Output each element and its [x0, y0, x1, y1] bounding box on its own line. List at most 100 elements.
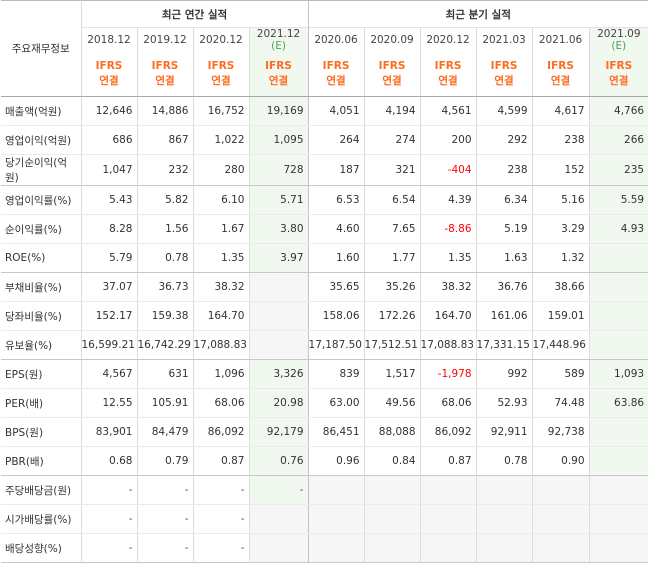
table-cell: [364, 475, 421, 505]
table-cell: 16,742.29: [137, 330, 194, 360]
table-cell: [249, 272, 309, 302]
ifrs-text: IFRS: [322, 60, 350, 72]
table-cell: 6.54: [364, 185, 421, 215]
table-cell: -: [137, 504, 194, 534]
table-cell: -: [193, 533, 250, 563]
table-cell: 4.39: [420, 185, 477, 215]
table-cell: 0.79: [137, 446, 194, 476]
period-label: 2021.12: [256, 28, 301, 40]
table-cell: 158.06: [308, 301, 365, 331]
table-cell: [589, 301, 648, 331]
row-label: 유보율(%): [1, 330, 82, 360]
table-cell: 0.76: [249, 446, 309, 476]
table-cell: 86,092: [193, 417, 250, 447]
table-cell: 17,187.50: [308, 330, 365, 360]
table-cell: 0.87: [193, 446, 250, 476]
table-cell: 4,194: [364, 96, 421, 126]
table-cell: 164.70: [420, 301, 477, 331]
table-cell: 35.26: [364, 272, 421, 302]
table-cell: 0.87: [420, 446, 477, 476]
table-row: 시가배당률(%) - - -: [1, 504, 648, 534]
table-cell: 68.06: [193, 388, 250, 418]
ifrs-consolidated-label: IFRS 연결: [364, 52, 421, 97]
table-cell: 1,517: [364, 359, 421, 389]
table-cell: -: [137, 533, 194, 563]
table-cell: 35.65: [308, 272, 365, 302]
table-cell: 164.70: [193, 301, 250, 331]
table-cell: 83,901: [81, 417, 138, 447]
row-label: PBR(배): [1, 446, 82, 476]
table-row: 영업이익(억원) 686 867 1,022 1,095 264 274 200 292 238 2…: [1, 125, 648, 155]
table-cell: -: [193, 504, 250, 534]
table-cell: 238: [476, 154, 533, 186]
table-cell: 0.96: [308, 446, 365, 476]
table-cell: [589, 417, 648, 447]
table-cell: 38.32: [193, 272, 250, 302]
table-row: EPS(원) 4,567 631 1,096 3,326 839 1,517 -1,978 99…: [1, 359, 648, 389]
table-cell: 3.97: [249, 243, 309, 273]
consolidated-text: 연결: [155, 75, 175, 87]
table-cell: [249, 330, 309, 360]
table-cell: 4,561: [420, 96, 477, 126]
table-cell: 0.78: [137, 243, 194, 273]
table-cell: 321: [364, 154, 421, 186]
table-cell: -: [249, 475, 309, 505]
annual-results-header: 최근 연간 실적: [81, 0, 309, 28]
table-cell: 266: [589, 125, 648, 155]
table-cell: 6.34: [476, 185, 533, 215]
table-cell: 5.59: [589, 185, 648, 215]
row-label: 시가배당률(%): [1, 504, 82, 534]
period-header: 2019.12: [137, 27, 194, 52]
ifrs-consolidated-label: IFRS 연결: [249, 52, 309, 97]
table-cell: 1.35: [193, 243, 250, 273]
period-header: 2021.09 (E): [589, 27, 648, 52]
period-label: 2020.12: [426, 34, 470, 46]
table-cell: 38.32: [420, 272, 477, 302]
period-label: 2018.12: [87, 34, 131, 46]
table-cell: 52.93: [476, 388, 533, 418]
table-cell: 36.76: [476, 272, 533, 302]
period-label: 2021.03: [482, 34, 526, 46]
table-cell: 7.65: [364, 214, 421, 244]
table-cell: [420, 533, 477, 563]
table-cell: 686: [81, 125, 138, 155]
ifrs-text: IFRS: [434, 60, 462, 72]
period-label: 2020.09: [370, 34, 414, 46]
table-cell: 1.77: [364, 243, 421, 273]
table-cell: 1.56: [137, 214, 194, 244]
table-cell: -: [193, 475, 250, 505]
table-row: 부채비율(%) 37.07 36.73 38.32 35.65 35.26 38.32 36.…: [1, 272, 648, 302]
table-row: 순이익률(%) 8.28 1.56 1.67 3.80 4.60 7.65 -8.86 5.19…: [1, 214, 648, 244]
table-cell: 84,479: [137, 417, 194, 447]
table-cell: 5.71: [249, 185, 309, 215]
table-cell: 49.56: [364, 388, 421, 418]
table-cell: [532, 504, 590, 534]
ifrs-text: IFRS: [151, 60, 179, 72]
consolidated-text: 연결: [494, 75, 514, 87]
ifrs-text: IFRS: [95, 60, 123, 72]
table-cell: -: [81, 475, 138, 505]
table-cell: [249, 301, 309, 331]
table-cell: 38.66: [532, 272, 590, 302]
table-cell: 3.80: [249, 214, 309, 244]
table-cell: 839: [308, 359, 365, 389]
table-cell: 172.26: [364, 301, 421, 331]
table-cell: 264: [308, 125, 365, 155]
row-label: 매출액(억원): [1, 96, 82, 126]
period-header: 2021.12 (E): [249, 27, 309, 52]
table-cell: 631: [137, 359, 194, 389]
table-cell: 37.07: [81, 272, 138, 302]
row-label: 배당성향(%): [1, 533, 82, 563]
table-row: PER(배) 12.55 105.91 68.06 20.98 63.00 49.56 68.…: [1, 388, 648, 418]
ifrs-consolidated-label: IFRS 연결: [308, 52, 365, 97]
ifrs-text: IFRS: [265, 60, 292, 72]
table-cell: [589, 446, 648, 476]
table-cell: 5.16: [532, 185, 590, 215]
table-cell: 86,092: [420, 417, 477, 447]
table-cell: [589, 504, 648, 534]
table-cell: 4,599: [476, 96, 533, 126]
table-row: 매출액(억원) 12,646 14,886 16,752 19,169 4,051 4,19…: [1, 96, 648, 126]
period-header: 2020.12: [420, 27, 477, 52]
table-cell: 992: [476, 359, 533, 389]
